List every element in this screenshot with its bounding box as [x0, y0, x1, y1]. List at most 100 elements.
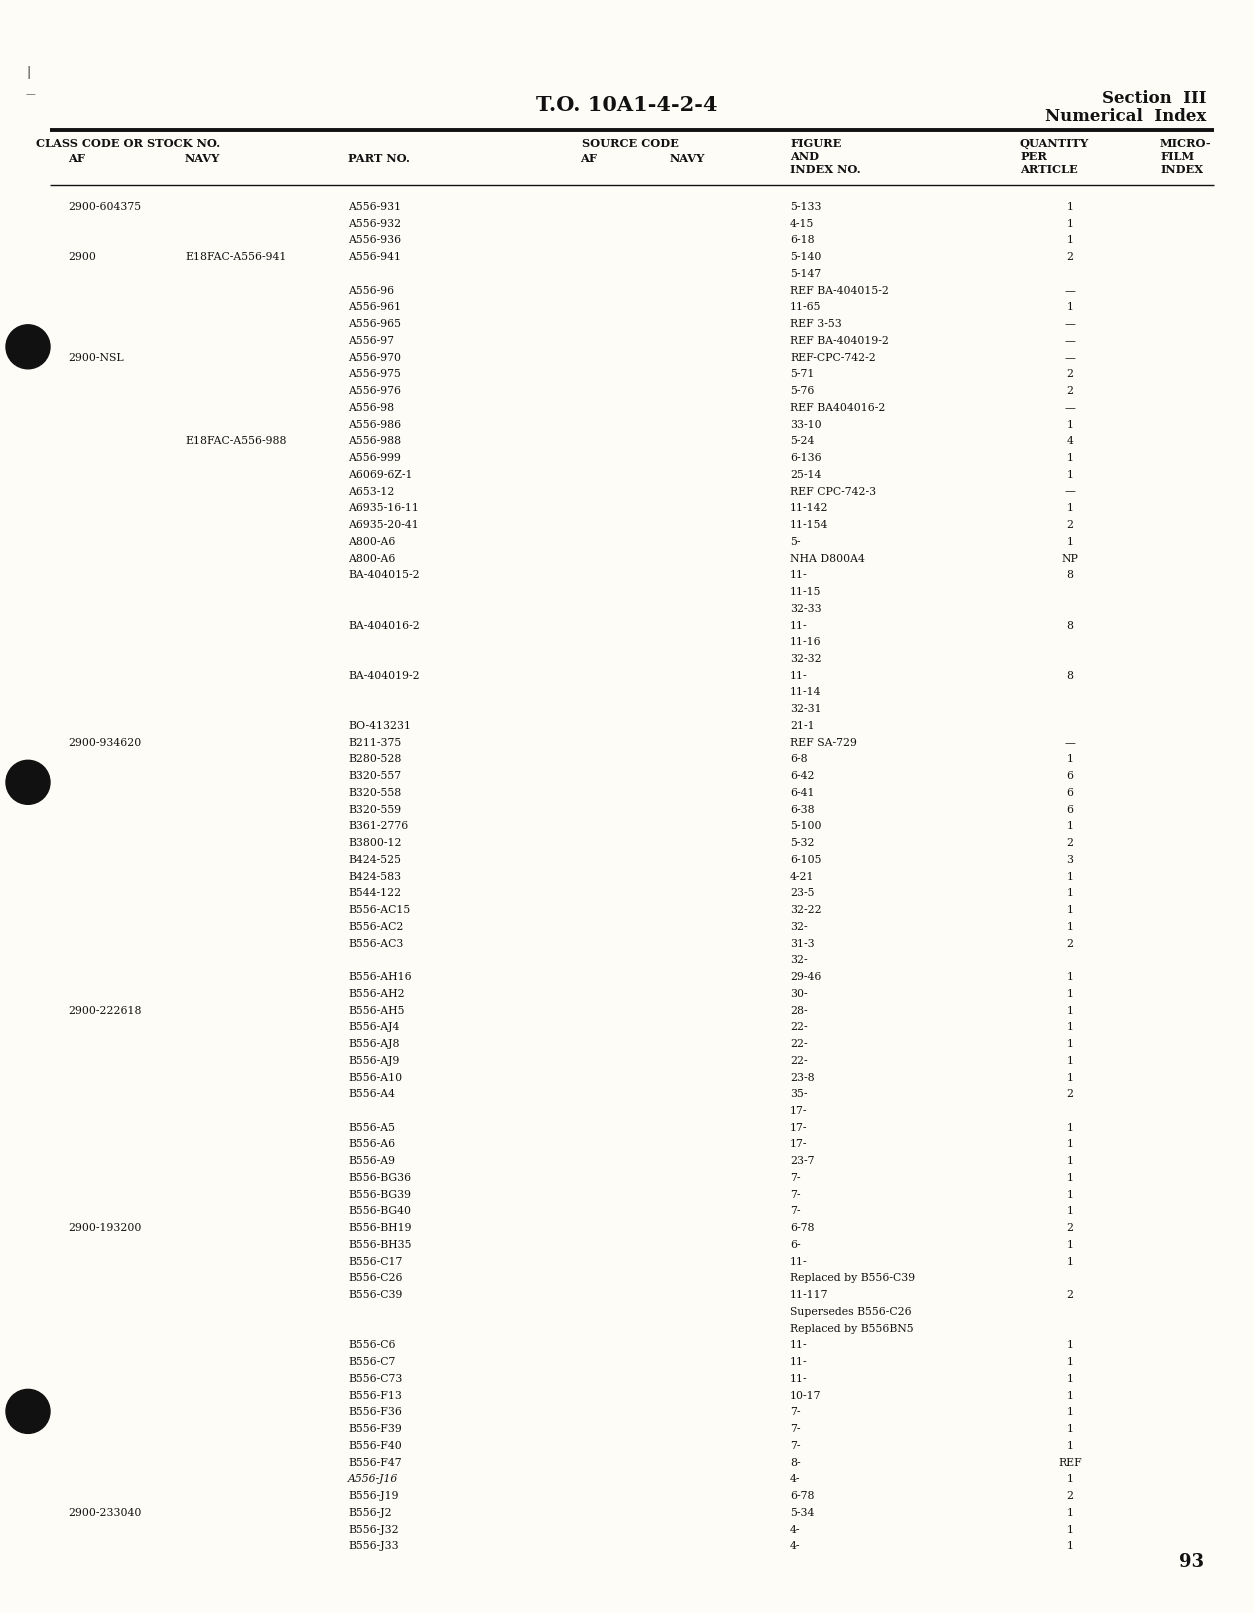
Text: 11-15: 11-15 — [790, 587, 821, 597]
Text: 2900: 2900 — [68, 252, 95, 263]
Text: 10-17: 10-17 — [790, 1390, 821, 1400]
Text: B556-F39: B556-F39 — [349, 1424, 401, 1434]
Text: 1: 1 — [1066, 1407, 1073, 1418]
Text: E18FAC-A556-941: E18FAC-A556-941 — [186, 252, 286, 263]
Text: 11-: 11- — [790, 1340, 808, 1350]
Text: A556-976: A556-976 — [349, 386, 401, 397]
Text: SOURCE CODE: SOURCE CODE — [582, 139, 678, 148]
Text: B556-F40: B556-F40 — [349, 1440, 401, 1450]
Text: B556-J19: B556-J19 — [349, 1490, 399, 1502]
Text: —: — — [1065, 319, 1076, 329]
Text: A6069-6Z-1: A6069-6Z-1 — [349, 469, 413, 479]
Text: 1: 1 — [1066, 1207, 1073, 1216]
Text: 1: 1 — [1066, 1340, 1073, 1350]
Text: 1: 1 — [1066, 821, 1073, 831]
Text: MICRO-: MICRO- — [1160, 139, 1211, 148]
Text: 6-38: 6-38 — [790, 805, 815, 815]
Text: 2900-233040: 2900-233040 — [68, 1508, 142, 1518]
Ellipse shape — [6, 760, 50, 805]
Text: B556-BH19: B556-BH19 — [349, 1223, 411, 1234]
Text: 11-14: 11-14 — [790, 687, 821, 697]
Text: B556-AJ9: B556-AJ9 — [349, 1057, 399, 1066]
Text: —: — — [1065, 737, 1076, 748]
Text: 1: 1 — [1066, 1474, 1073, 1484]
Text: 1: 1 — [1066, 1123, 1073, 1132]
Text: 11-: 11- — [790, 671, 808, 681]
Text: 4-: 4- — [790, 1542, 800, 1552]
Text: 11-142: 11-142 — [790, 503, 829, 513]
Text: 1: 1 — [1066, 1524, 1073, 1534]
Text: REF BA-404019-2: REF BA-404019-2 — [790, 336, 889, 345]
Text: A556-970: A556-970 — [349, 353, 401, 363]
Text: Numerical  Index: Numerical Index — [1045, 108, 1206, 124]
Text: 3: 3 — [1066, 855, 1073, 865]
Text: 4-: 4- — [790, 1474, 800, 1484]
Text: B556-J2: B556-J2 — [349, 1508, 391, 1518]
Text: A556-97: A556-97 — [349, 336, 394, 345]
Text: 7-: 7- — [790, 1424, 800, 1434]
Text: 4-15: 4-15 — [790, 219, 814, 229]
Text: 1: 1 — [1066, 923, 1073, 932]
Text: 1: 1 — [1066, 453, 1073, 463]
Text: 4-: 4- — [790, 1524, 800, 1534]
Text: B556-AH5: B556-AH5 — [349, 1005, 405, 1016]
Text: 8: 8 — [1066, 571, 1073, 581]
Text: BA-404016-2: BA-404016-2 — [349, 621, 420, 631]
Text: B556-F47: B556-F47 — [349, 1458, 401, 1468]
Text: 2: 2 — [1066, 939, 1073, 948]
Text: 32-22: 32-22 — [790, 905, 821, 915]
Text: A556-936: A556-936 — [349, 235, 401, 245]
Text: 11-154: 11-154 — [790, 519, 829, 531]
Text: B556-BG40: B556-BG40 — [349, 1207, 411, 1216]
Text: B556-BG36: B556-BG36 — [349, 1173, 411, 1182]
Text: A556-999: A556-999 — [349, 453, 401, 463]
Text: 7-: 7- — [790, 1407, 800, 1418]
Text: 2900-193200: 2900-193200 — [68, 1223, 142, 1234]
Text: B556-C73: B556-C73 — [349, 1374, 403, 1384]
Text: 6-: 6- — [790, 1240, 800, 1250]
Text: 30-: 30- — [790, 989, 808, 998]
Text: 1: 1 — [1066, 419, 1073, 429]
Text: —: — — [1065, 353, 1076, 363]
Text: NHA D800A4: NHA D800A4 — [790, 553, 865, 563]
Text: 7-: 7- — [790, 1207, 800, 1216]
Text: ARTICLE: ARTICLE — [1020, 165, 1077, 174]
Text: Section  III: Section III — [1101, 90, 1206, 106]
Text: E18FAC-A556-988: E18FAC-A556-988 — [186, 437, 286, 447]
Text: B556-AC15: B556-AC15 — [349, 905, 410, 915]
Text: A6935-20-41: A6935-20-41 — [349, 519, 419, 531]
Text: 1: 1 — [1066, 1157, 1073, 1166]
Text: 1: 1 — [1066, 1508, 1073, 1518]
Text: 2: 2 — [1066, 1223, 1073, 1234]
Text: A6935-16-11: A6935-16-11 — [349, 503, 419, 513]
Text: 6: 6 — [1066, 787, 1073, 798]
Text: B556-BH35: B556-BH35 — [349, 1240, 411, 1250]
Text: 2: 2 — [1066, 252, 1073, 263]
Text: B424-583: B424-583 — [349, 871, 401, 882]
Text: A556-961: A556-961 — [349, 303, 401, 313]
Text: 2900-604375: 2900-604375 — [68, 202, 142, 211]
Text: 1: 1 — [1066, 1139, 1073, 1150]
Text: 32-: 32- — [790, 955, 808, 965]
Text: 11-65: 11-65 — [790, 303, 821, 313]
Text: 6-105: 6-105 — [790, 855, 821, 865]
Text: 11-16: 11-16 — [790, 637, 821, 647]
Text: INDEX: INDEX — [1160, 165, 1203, 174]
Text: 23-7: 23-7 — [790, 1157, 815, 1166]
Text: B3800-12: B3800-12 — [349, 839, 401, 848]
Text: 1: 1 — [1066, 1240, 1073, 1250]
Text: 6-8: 6-8 — [790, 755, 808, 765]
Text: 1: 1 — [1066, 1005, 1073, 1016]
Text: 11-: 11- — [790, 571, 808, 581]
Text: FIGURE: FIGURE — [790, 139, 841, 148]
Text: 1: 1 — [1066, 889, 1073, 898]
Text: 4: 4 — [1067, 437, 1073, 447]
Text: 5-: 5- — [790, 537, 800, 547]
Text: 17-: 17- — [790, 1107, 808, 1116]
Text: B556-A4: B556-A4 — [349, 1089, 395, 1098]
Text: A556-96: A556-96 — [349, 286, 394, 295]
Text: 8-: 8- — [790, 1458, 800, 1468]
Text: B556-AC3: B556-AC3 — [349, 939, 404, 948]
Text: 23-8: 23-8 — [790, 1073, 815, 1082]
Text: 17-: 17- — [790, 1123, 808, 1132]
